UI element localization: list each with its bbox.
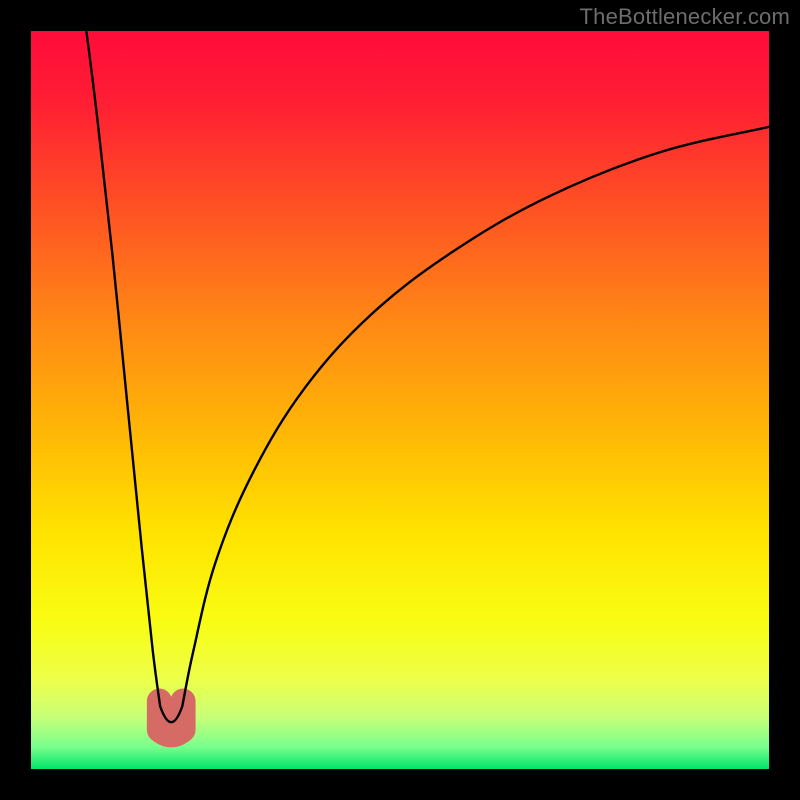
bottleneck-chart: [0, 0, 800, 800]
optimal-zone-highlight: [159, 701, 183, 735]
chart-container: TheBottlenecker.com: [0, 0, 800, 800]
gradient-plot-area: [31, 31, 769, 769]
watermark-text: TheBottlenecker.com: [580, 4, 790, 30]
